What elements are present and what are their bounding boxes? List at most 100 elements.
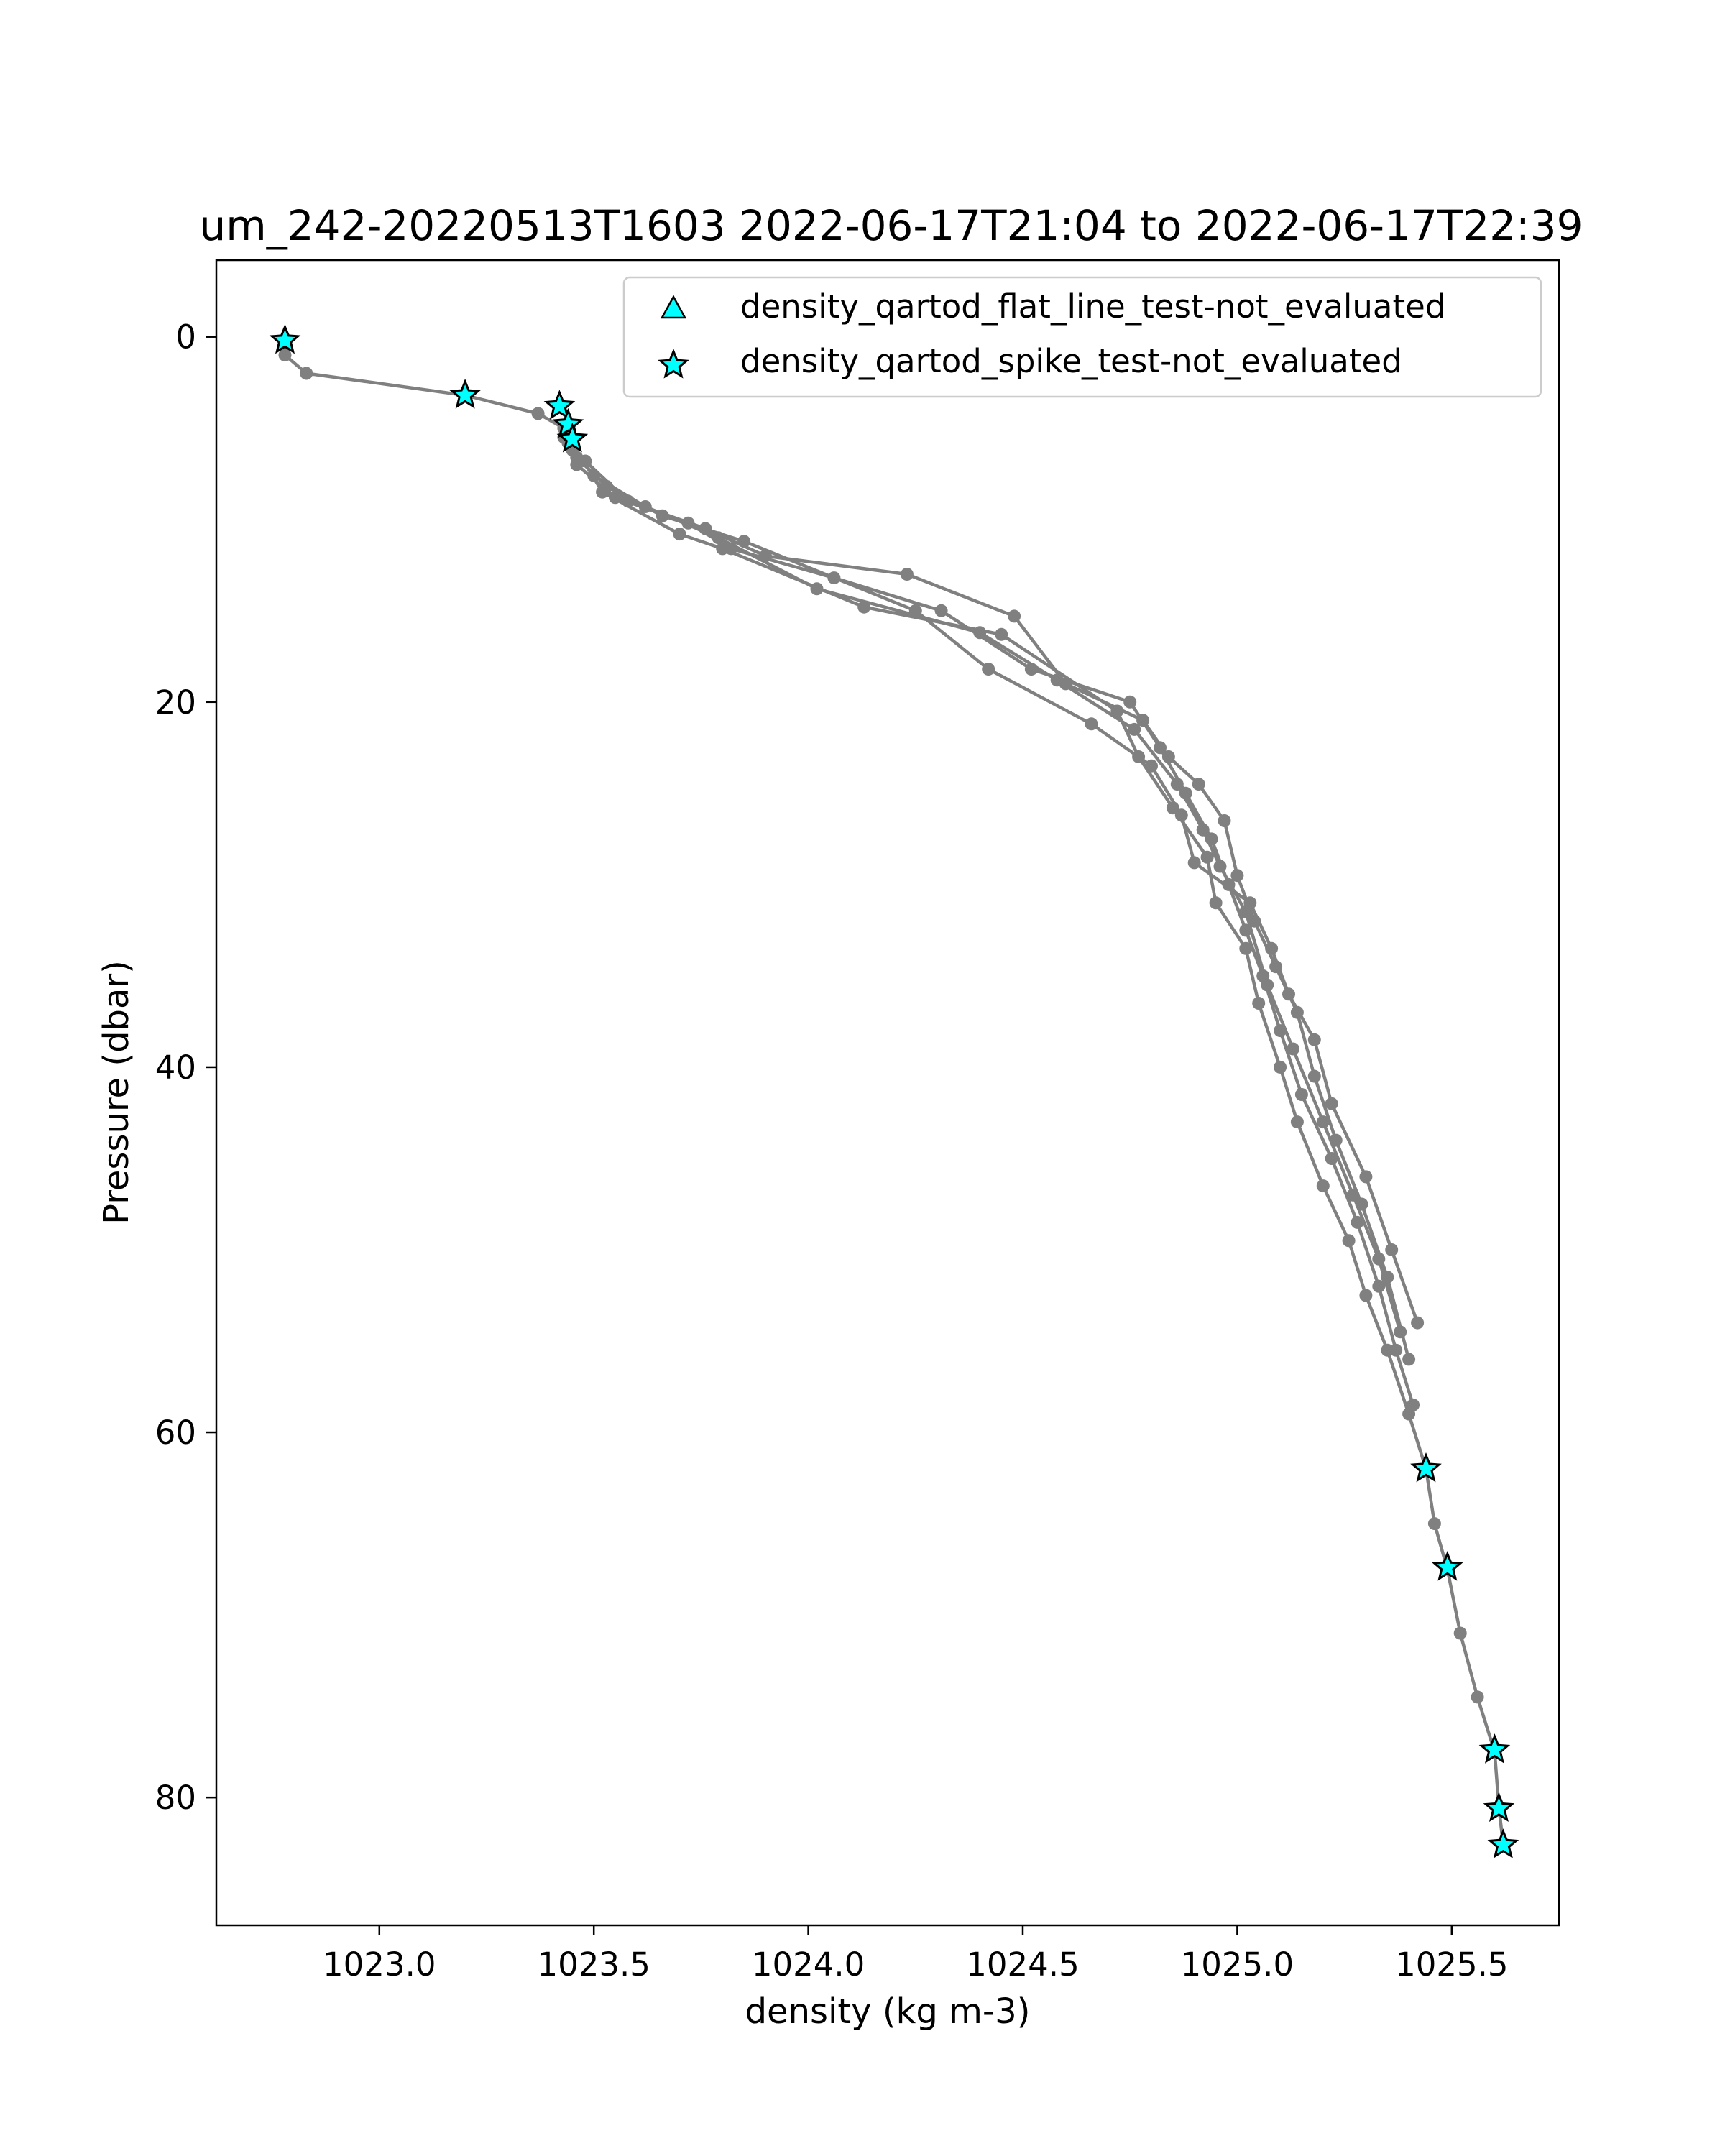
data-point bbox=[1290, 1115, 1304, 1129]
data-point bbox=[656, 509, 669, 522]
data-point bbox=[1411, 1316, 1425, 1330]
data-point bbox=[1290, 1005, 1304, 1019]
data-point bbox=[1316, 1115, 1330, 1129]
data-point bbox=[1287, 1042, 1300, 1056]
data-point bbox=[1294, 1088, 1308, 1101]
data-point bbox=[1389, 1343, 1403, 1357]
data-point bbox=[1200, 850, 1214, 864]
data-point bbox=[1453, 1626, 1467, 1640]
data-point bbox=[1162, 750, 1175, 763]
data-point bbox=[712, 531, 725, 545]
spike-star-marker bbox=[1410, 1452, 1442, 1483]
data-point bbox=[934, 604, 948, 617]
data-point bbox=[1008, 609, 1021, 623]
data-point bbox=[1192, 778, 1205, 791]
y-tick-label: 40 bbox=[155, 1049, 196, 1087]
legend: density_qartod_flat_line_test-not_evalua… bbox=[622, 276, 1542, 398]
legend-triangle-icon bbox=[660, 295, 687, 319]
data-point bbox=[1024, 663, 1038, 676]
axes-frame bbox=[215, 259, 1560, 1927]
spike-star-marker bbox=[1478, 1733, 1511, 1764]
data-point bbox=[699, 522, 712, 535]
plot-area bbox=[269, 323, 1519, 1858]
data-point bbox=[1427, 1517, 1441, 1531]
y-tick-label: 80 bbox=[155, 1779, 196, 1817]
data-point bbox=[1325, 1152, 1338, 1165]
legend-star-shape bbox=[658, 349, 689, 379]
data-point bbox=[638, 500, 652, 513]
data-point bbox=[570, 451, 584, 464]
data-point bbox=[724, 542, 738, 556]
data-point bbox=[982, 663, 995, 676]
data-point bbox=[810, 582, 824, 596]
legend-label-spike: density_qartod_spike_test-not_evaluated bbox=[740, 342, 1402, 380]
data-point bbox=[1145, 759, 1158, 773]
data-point bbox=[857, 600, 871, 614]
data-point bbox=[673, 528, 686, 541]
data-point bbox=[587, 469, 601, 482]
data-point bbox=[1252, 997, 1266, 1010]
data-point bbox=[1402, 1353, 1416, 1366]
x-tick-label: 1024.0 bbox=[752, 1945, 865, 1984]
y-tick-label: 60 bbox=[155, 1414, 196, 1452]
data-point bbox=[1372, 1252, 1386, 1266]
chart-title: um_242-20220513T1603 2022-06-17T21:04 to… bbox=[200, 201, 1583, 250]
legend-star-icon bbox=[658, 349, 689, 379]
data-point bbox=[1179, 786, 1192, 800]
data-point bbox=[278, 349, 292, 362]
data-point bbox=[1269, 960, 1283, 974]
data-point bbox=[1239, 923, 1253, 937]
data-point bbox=[1471, 1690, 1484, 1704]
data-point bbox=[1359, 1170, 1373, 1184]
y-axis-label: Pressure (dbar) bbox=[96, 960, 137, 1225]
data-point bbox=[1385, 1243, 1399, 1256]
profile-line-2 bbox=[562, 436, 1415, 1406]
data-point bbox=[1265, 941, 1279, 955]
data-point bbox=[973, 626, 987, 640]
x-tick-label: 1023.0 bbox=[323, 1945, 436, 1984]
data-point bbox=[1166, 801, 1179, 815]
legend-box bbox=[622, 276, 1542, 398]
data-point bbox=[621, 494, 635, 508]
legend-label-flat-line: density_qartod_flat_line_test-not_evalua… bbox=[740, 287, 1445, 326]
data-point bbox=[1381, 1271, 1394, 1284]
data-point bbox=[1355, 1197, 1368, 1211]
spike-star-marker bbox=[1432, 1551, 1463, 1581]
spike-star-marker bbox=[1487, 1828, 1519, 1858]
data-point bbox=[1239, 941, 1253, 955]
data-point bbox=[1110, 704, 1124, 718]
data-point bbox=[600, 480, 614, 493]
data-point bbox=[1174, 808, 1188, 822]
data-point bbox=[1407, 1398, 1420, 1411]
data-point bbox=[531, 407, 545, 420]
profile-line-5 bbox=[575, 456, 1420, 1324]
data-point bbox=[1050, 673, 1064, 687]
data-point bbox=[1170, 778, 1184, 791]
x-tick-label: 1025.0 bbox=[1181, 1945, 1294, 1984]
data-point bbox=[1136, 714, 1150, 727]
spike-test-markers bbox=[269, 323, 1519, 1858]
data-point bbox=[1274, 1024, 1287, 1038]
data-point bbox=[1128, 722, 1141, 736]
data-point bbox=[827, 571, 841, 585]
y-tick-label: 0 bbox=[175, 318, 196, 356]
data-point bbox=[1342, 1234, 1356, 1248]
data-point bbox=[1123, 695, 1137, 709]
data-point bbox=[1085, 717, 1098, 731]
data-point bbox=[1346, 1188, 1360, 1202]
spike-star-marker bbox=[269, 323, 301, 354]
data-point bbox=[737, 535, 751, 548]
data-point bbox=[1243, 896, 1257, 910]
spike-star-marker bbox=[449, 379, 481, 409]
data-point bbox=[1372, 1279, 1386, 1293]
data-point bbox=[908, 604, 922, 617]
spike-star-marker bbox=[556, 423, 589, 453]
data-point bbox=[1274, 1060, 1287, 1074]
data-point bbox=[1307, 1033, 1321, 1046]
data-point bbox=[1394, 1325, 1407, 1339]
data-point bbox=[1222, 877, 1236, 891]
data-point bbox=[1261, 978, 1274, 992]
x-tick-label: 1025.5 bbox=[1395, 1945, 1508, 1984]
data-point bbox=[1351, 1215, 1364, 1229]
